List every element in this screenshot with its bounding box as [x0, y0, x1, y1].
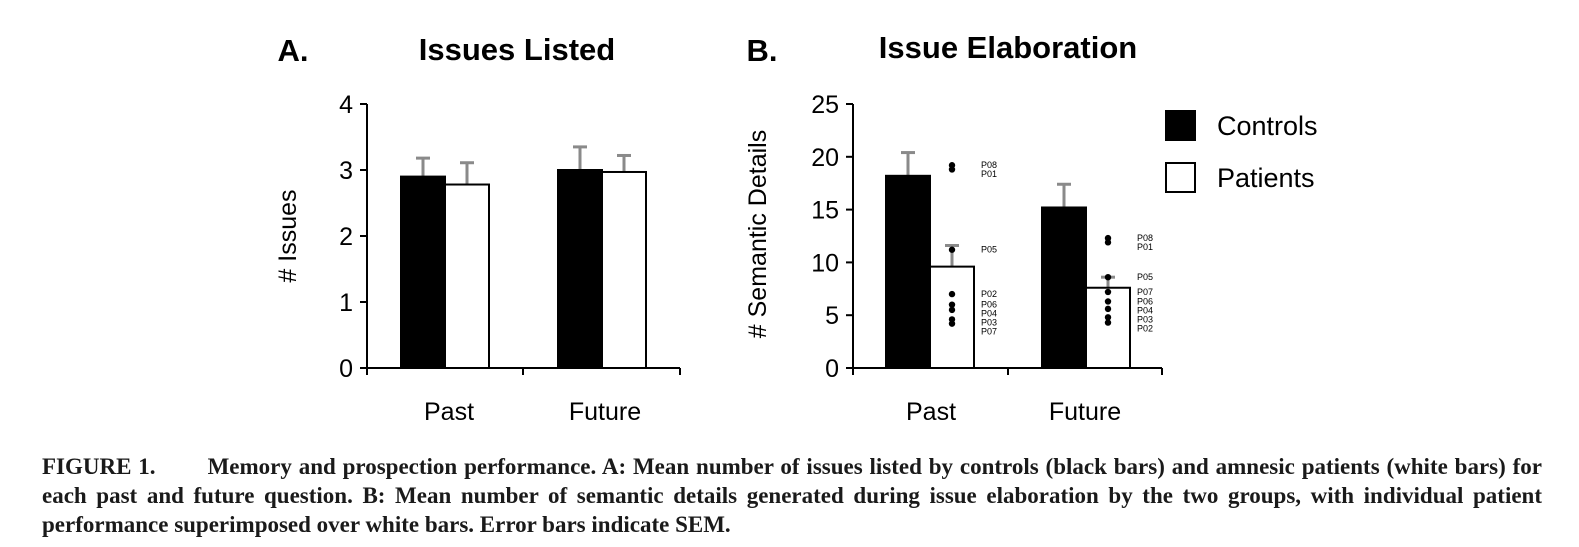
bar-controls	[1041, 206, 1087, 369]
y-tick-label: 0	[339, 355, 353, 383]
y-tick-label: 10	[811, 249, 839, 277]
x-tick-label: Past	[424, 398, 474, 426]
y-tick-label: 2	[339, 223, 353, 251]
y-axis-label: # Semantic Details	[744, 130, 772, 338]
figure-caption: FIGURE 1. Memory and prospection performa…	[42, 452, 1542, 539]
panel-letter: B.	[747, 33, 778, 68]
patient-point	[1104, 314, 1112, 321]
panel-letter: A.	[278, 33, 309, 68]
legend: Controls Patients	[1165, 110, 1318, 193]
legend-label: Controls	[1217, 111, 1318, 141]
patient-label: P04	[981, 309, 997, 319]
patient-point	[1104, 305, 1112, 313]
legend-swatch	[1165, 110, 1196, 141]
chart-title: Issues Listed	[419, 32, 615, 67]
caption-label: FIGURE 1.	[42, 454, 156, 479]
patient-label: P08	[981, 160, 997, 170]
patient-point	[948, 246, 956, 253]
x-tick-label: Future	[569, 398, 641, 426]
patient-point	[948, 301, 956, 308]
patient-label: P06	[1137, 296, 1153, 306]
patient-label: P01	[981, 169, 997, 179]
figure: A. Issues Listed # Issues 0 1 2 3 4 Past Future B…	[274, 30, 1318, 426]
patient-point	[1104, 298, 1112, 305]
x-tick-label: Future	[1049, 398, 1121, 426]
bar-patients	[601, 170, 647, 369]
y-tick-label: 5	[825, 302, 839, 330]
patient-label: P01	[1137, 242, 1153, 252]
patient-label: P05	[1137, 272, 1153, 282]
panel-a-chart: A. Issues Listed # Issues 0 1 2 3 4 Past Future	[274, 32, 681, 426]
patient-point	[948, 320, 956, 327]
patient-label: P02	[1137, 323, 1153, 333]
patient-point	[948, 290, 956, 298]
patient-label: P04	[1137, 305, 1153, 315]
y-tick-label: 15	[811, 197, 839, 225]
bar-patients	[444, 183, 490, 369]
patient-point	[948, 306, 956, 314]
patient-label: P08	[1137, 233, 1153, 243]
chart-title: Issue Elaboration	[879, 30, 1137, 65]
patient-label: P07	[981, 327, 997, 337]
y-tick-label: 20	[811, 144, 839, 172]
patient-label: P03	[981, 318, 997, 328]
y-axis-label: # Issues	[274, 189, 302, 282]
y-tick-label: 4	[339, 91, 353, 119]
y-tick-label: 25	[811, 91, 839, 119]
x-tick-label: Past	[906, 398, 956, 426]
legend-label: Patients	[1217, 163, 1315, 193]
bar-controls	[557, 169, 603, 369]
patient-point	[1104, 273, 1112, 281]
patient-label: P03	[1137, 314, 1153, 324]
bar-controls	[400, 175, 446, 369]
patient-point	[1104, 239, 1112, 246]
legend-swatch	[1165, 162, 1196, 193]
patient-label: P07	[1137, 287, 1153, 297]
y-tick-label: 1	[339, 289, 353, 317]
patient-label: P05	[981, 245, 997, 255]
y-tick-label: 3	[339, 157, 353, 185]
bar-controls	[885, 174, 931, 369]
patient-label: P02	[981, 289, 997, 299]
caption-text: Memory and prospection performance. A: M…	[42, 454, 1542, 537]
panel-b-chart: B. Issue Elaboration # Semantic Details 0 5 1…	[744, 30, 1163, 426]
patient-label: P06	[981, 300, 997, 310]
patient-point	[948, 166, 956, 173]
patient-point	[1104, 319, 1112, 326]
patient-point	[1104, 288, 1112, 296]
y-tick-label: 0	[825, 355, 839, 383]
